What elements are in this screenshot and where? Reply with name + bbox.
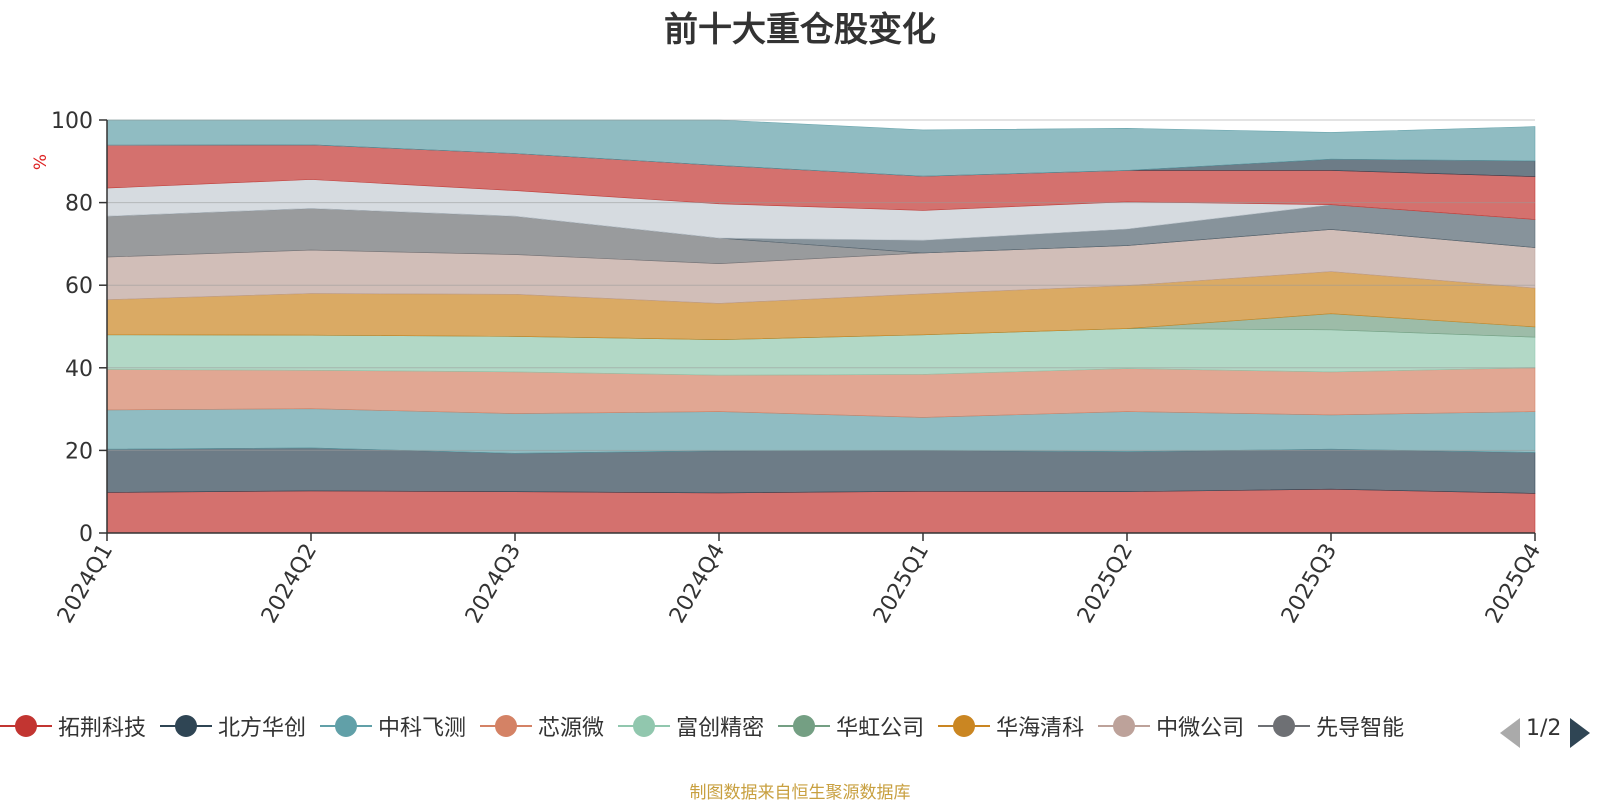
x-tick-label-5: 2025Q2 <box>1073 540 1138 628</box>
legend-next-page-icon[interactable] <box>1570 718 1590 748</box>
legend-marker-icon <box>618 715 671 737</box>
legend-prev-page-icon[interactable] <box>1500 718 1520 748</box>
legend-item-2[interactable]: 中科飞测 <box>320 710 466 742</box>
legend-marker-icon <box>778 715 831 737</box>
legend-item-5[interactable]: 华虹公司 <box>778 710 924 742</box>
legend-label: 拓荆科技 <box>58 716 147 741</box>
legend-item-0[interactable]: 拓荆科技 <box>0 710 146 742</box>
x-tick-label-1: 2024Q2 <box>257 540 322 628</box>
legend-marker-icon <box>320 715 373 737</box>
legend-item-8[interactable]: 先导智能 <box>1258 710 1404 742</box>
legend-marker-icon <box>480 715 533 737</box>
area-series-layer <box>106 119 1536 534</box>
area-series-1[interactable] <box>106 447 1536 494</box>
legend-item-4[interactable]: 富创精密 <box>618 710 764 742</box>
legend-label: 华虹公司 <box>836 716 925 741</box>
legend-label: 先导智能 <box>1316 716 1405 741</box>
x-tick-label-4: 2025Q1 <box>869 540 934 628</box>
legend-marker-icon <box>1258 715 1311 737</box>
legend-label: 芯源微 <box>538 716 605 741</box>
x-tick-label-0: 2024Q1 <box>53 540 118 628</box>
y-tick-label-4: 80 <box>65 192 93 217</box>
legend-item-3[interactable]: 芯源微 <box>480 710 604 742</box>
legend-pager: 1/2 <box>1500 712 1600 752</box>
grid-lines <box>107 119 1535 451</box>
legend-marker-icon <box>160 715 213 737</box>
legend-marker-icon <box>938 715 991 737</box>
x-tick-label-7: 2025Q4 <box>1481 540 1546 628</box>
y-tick-label-2: 40 <box>65 357 93 382</box>
legend-label: 中微公司 <box>1156 716 1245 741</box>
x-tick-label-6: 2025Q3 <box>1277 540 1342 628</box>
legend-label: 中科飞测 <box>378 716 467 741</box>
legend-marker-icon <box>1098 715 1151 737</box>
legend-label: 富创精密 <box>676 716 765 741</box>
y-tick-label-3: 60 <box>65 274 93 299</box>
x-tick-label-2: 2024Q3 <box>461 540 526 628</box>
x-tick-label-3: 2024Q4 <box>665 540 730 628</box>
y-tick-label-0: 0 <box>79 522 93 547</box>
legend-item-6[interactable]: 华海清科 <box>938 710 1084 742</box>
chart-title: 前十大重仓股变化 <box>664 10 936 50</box>
legend-label: 华海清科 <box>996 716 1085 741</box>
y-axis-unit-label: % <box>31 154 51 170</box>
legend-item-7[interactable]: 中微公司 <box>1098 710 1244 742</box>
legend-page-indicator: 1/2 <box>1526 716 1562 741</box>
legend-marker-icon <box>0 715 52 737</box>
area-series-0[interactable] <box>106 488 1536 534</box>
legend-item-1[interactable]: 北方华创 <box>160 710 306 742</box>
y-tick-label-1: 20 <box>65 439 93 464</box>
area-series-2[interactable] <box>106 408 1536 454</box>
legend: 拓荆科技 北方华创 中科飞测 芯源微 富创精密 华虹公司 华海清科 中微公司 先导智能 <box>0 710 1480 760</box>
legend-label: 北方华创 <box>218 716 307 741</box>
y-tick-label-5: 100 <box>51 109 93 134</box>
source-note: 制图数据来自恒生聚源数据库 <box>689 783 911 803</box>
